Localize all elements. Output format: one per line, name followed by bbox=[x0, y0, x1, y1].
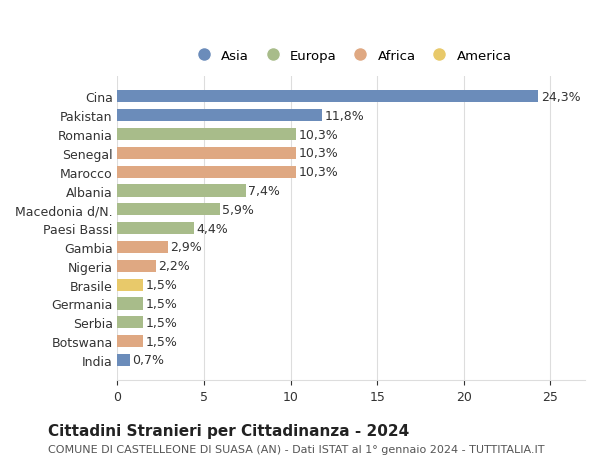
Bar bbox=[118, 110, 322, 122]
Bar bbox=[118, 260, 155, 272]
Text: 1,5%: 1,5% bbox=[146, 316, 178, 329]
Bar bbox=[118, 335, 143, 347]
Text: 10,3%: 10,3% bbox=[298, 147, 338, 160]
Text: 2,2%: 2,2% bbox=[158, 260, 190, 273]
Bar bbox=[118, 185, 245, 197]
Bar bbox=[118, 223, 194, 235]
Bar bbox=[118, 129, 296, 141]
Text: 7,4%: 7,4% bbox=[248, 185, 280, 197]
Bar bbox=[118, 147, 296, 160]
Text: 1,5%: 1,5% bbox=[146, 279, 178, 291]
Text: COMUNE DI CASTELLEONE DI SUASA (AN) - Dati ISTAT al 1° gennaio 2024 - TUTTITALIA: COMUNE DI CASTELLEONE DI SUASA (AN) - Da… bbox=[48, 444, 545, 454]
Text: 24,3%: 24,3% bbox=[541, 91, 580, 104]
Bar bbox=[118, 298, 143, 310]
Legend: Asia, Europa, Africa, America: Asia, Europa, Africa, America bbox=[185, 45, 517, 68]
Bar bbox=[118, 241, 168, 253]
Text: 10,3%: 10,3% bbox=[298, 166, 338, 179]
Bar bbox=[118, 317, 143, 329]
Text: 10,3%: 10,3% bbox=[298, 128, 338, 141]
Bar bbox=[118, 279, 143, 291]
Text: 1,5%: 1,5% bbox=[146, 297, 178, 310]
Text: 11,8%: 11,8% bbox=[325, 109, 364, 123]
Text: 1,5%: 1,5% bbox=[146, 335, 178, 348]
Bar bbox=[118, 354, 130, 366]
Bar bbox=[118, 91, 538, 103]
Text: 4,4%: 4,4% bbox=[196, 222, 228, 235]
Bar bbox=[118, 204, 220, 216]
Text: Cittadini Stranieri per Cittadinanza - 2024: Cittadini Stranieri per Cittadinanza - 2… bbox=[48, 423, 409, 438]
Text: 5,9%: 5,9% bbox=[222, 203, 254, 216]
Text: 0,7%: 0,7% bbox=[132, 354, 164, 367]
Text: 2,9%: 2,9% bbox=[170, 241, 202, 254]
Bar bbox=[118, 166, 296, 179]
